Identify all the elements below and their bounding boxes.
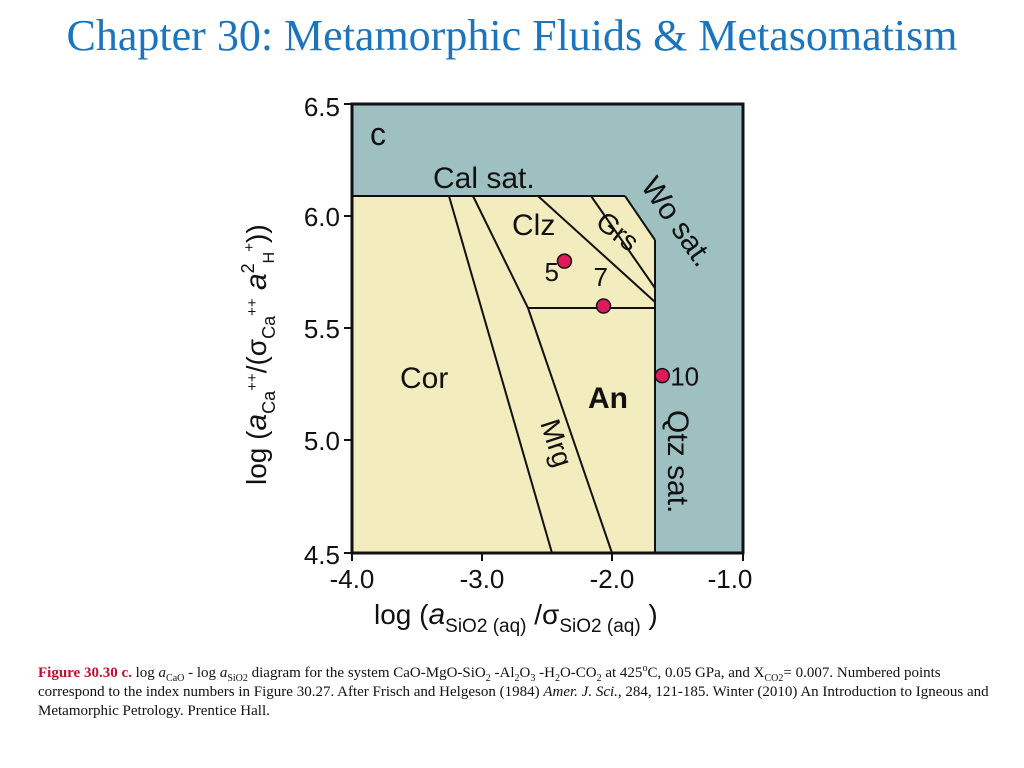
mrg-an-boundary — [527, 307, 613, 554]
x-tick-labels: -4.0 -3.0 -2.0 -1.0 — [330, 564, 753, 594]
cal-sat-label: Cal sat. — [433, 162, 535, 195]
panel-label: c — [370, 116, 386, 152]
phase-diagram: -4.0 -3.0 -2.0 -1.0 4.5 5.0 5.5 6.0 6.5 … — [238, 92, 753, 637]
figure-caption: Figure 30.30 c. log aCaO - log aSiO2 dia… — [38, 663, 989, 720]
point-label: 7 — [594, 262, 608, 292]
x-tick-label: -3.0 — [460, 564, 505, 594]
cor-clz-boundary — [472, 195, 529, 309]
axis-ticks — [344, 103, 744, 561]
y-tick-label: 5.5 — [304, 314, 340, 344]
qtz-sat-label: Qtz sat. — [661, 410, 694, 513]
y-tick-label: 4.5 — [304, 540, 340, 570]
x-tick-label: -2.0 — [590, 564, 635, 594]
x-tick-label: -1.0 — [708, 564, 753, 594]
page-title: Chapter 30: Metamorphic Fluids & Metasom… — [66, 11, 958, 60]
numbered-point — [595, 298, 612, 314]
numbered-point — [556, 253, 573, 269]
y-tick-label: 5.0 — [304, 426, 340, 456]
y-tick-label: 6.0 — [304, 202, 340, 232]
x-tick-label: -4.0 — [330, 564, 375, 594]
cor-mrg-boundary — [448, 195, 553, 554]
point-label: 5 — [544, 257, 558, 287]
stable-region — [352, 196, 655, 553]
y-tick-label: 6.5 — [304, 92, 340, 122]
wo-sat-boundary — [624, 195, 656, 241]
figure-label: Figure 30.30 c. — [38, 665, 132, 681]
an-label: An — [588, 382, 628, 415]
x-axis-title: log (aSiO2 (aq) /σSiO2 (aq) ) — [374, 598, 658, 637]
cor-label: Cor — [400, 362, 448, 395]
y-tick-labels: 4.5 5.0 5.5 6.0 6.5 — [304, 92, 340, 570]
clz-grs-boundary — [537, 195, 656, 303]
phase-boundaries — [352, 195, 656, 554]
journal-name: Amer. J. Sci. — [543, 684, 618, 700]
grs-wo-boundary — [590, 195, 656, 289]
clz-label: Clz — [512, 209, 555, 242]
numbered-point — [654, 367, 670, 384]
y-axis-title: log (aCa++/(σCa++ a2H+)) — [238, 224, 279, 485]
point-label: 10 — [670, 362, 699, 392]
numbered-points: 5 7 10 — [544, 253, 699, 392]
